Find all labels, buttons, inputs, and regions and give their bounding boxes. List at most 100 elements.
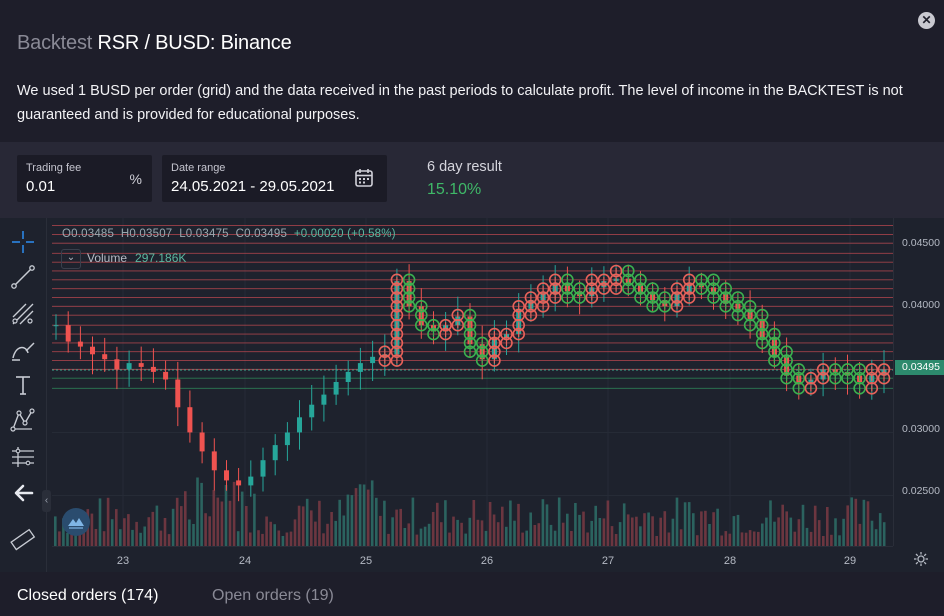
order-marker-64-18 bbox=[828, 371, 842, 385]
volume-bar-200 bbox=[866, 501, 870, 546]
volume-bar-139 bbox=[618, 522, 622, 546]
order-marker-62-19 bbox=[804, 382, 818, 395]
volume-bar-68 bbox=[330, 512, 333, 546]
volume-bar-143 bbox=[635, 516, 638, 546]
order-marker-28-12 bbox=[390, 318, 404, 332]
brush-tool[interactable] bbox=[8, 335, 38, 365]
volume-bar-153 bbox=[675, 497, 679, 546]
crosshair-tool[interactable] bbox=[8, 227, 38, 257]
close-icon[interactable]: ✕ bbox=[918, 12, 935, 29]
trading-fee-field[interactable]: Trading fee 0.01 % bbox=[17, 155, 152, 202]
order-marker-42-7 bbox=[561, 273, 574, 287]
volume-bar-95 bbox=[440, 522, 443, 546]
time-tick-1: 24 bbox=[238, 555, 252, 567]
trading-fee-value[interactable]: 0.01 bbox=[26, 178, 56, 195]
candle-body-22 bbox=[321, 394, 327, 405]
volume-bar-20 bbox=[135, 521, 138, 546]
volume-bar-166 bbox=[728, 533, 732, 546]
forecast-icon bbox=[12, 447, 34, 467]
text-tool[interactable] bbox=[8, 370, 38, 400]
order-marker-38-10 bbox=[512, 300, 526, 313]
order-marker-29-10 bbox=[402, 300, 416, 313]
order-marker-56-9 bbox=[731, 291, 745, 304]
order-marker-60-17 bbox=[780, 363, 793, 376]
volume-bar-80 bbox=[379, 515, 382, 546]
volume-bar-9 bbox=[90, 513, 94, 546]
percent-suffix: % bbox=[129, 171, 142, 187]
toolbar-collapse-button[interactable]: ‹ bbox=[42, 490, 51, 512]
order-marker-59-14 bbox=[768, 336, 781, 350]
order-marker-51-10 bbox=[670, 300, 684, 313]
volume-bar-119 bbox=[537, 523, 541, 546]
volume-bar-147 bbox=[651, 516, 654, 546]
order-marker-64-17 bbox=[828, 363, 842, 376]
ruler-icon bbox=[10, 528, 36, 551]
time-tick-2: 25 bbox=[359, 555, 373, 567]
order-marker-47-6 bbox=[621, 264, 635, 278]
order-marker-36-15 bbox=[488, 345, 501, 358]
ruler-tool[interactable] bbox=[8, 525, 38, 555]
volume-bar-149 bbox=[659, 517, 662, 546]
result-label: 6 day result bbox=[427, 159, 502, 175]
volume-bar-140 bbox=[622, 503, 626, 546]
ohlc-change: +0.00020 (+0.58%) bbox=[293, 228, 396, 240]
volume-bar-123 bbox=[553, 530, 557, 546]
volume-bar-84 bbox=[395, 509, 398, 546]
chevron-down-icon[interactable]: ⌄ bbox=[61, 249, 81, 269]
time-tick-3: 26 bbox=[480, 555, 494, 567]
volume-bar-57 bbox=[285, 532, 289, 546]
volume-bar-141 bbox=[626, 514, 630, 546]
measure-tool[interactable] bbox=[8, 442, 38, 472]
price-chart[interactable] bbox=[52, 218, 893, 546]
volume-bar-158 bbox=[696, 535, 699, 546]
volume-bar-105 bbox=[480, 520, 484, 546]
date-range-value[interactable]: 24.05.2021 - 29.05.2021 bbox=[171, 178, 335, 195]
back-tool[interactable] bbox=[8, 478, 38, 508]
trend-line-tool[interactable] bbox=[8, 262, 38, 292]
volume-bar-131 bbox=[586, 532, 589, 546]
volume-bar-127 bbox=[570, 531, 573, 546]
chart-area[interactable]: ‹ O0.03485 H0.03507 L0.03475 C0.03495 +0… bbox=[0, 218, 944, 572]
tab-closed-orders[interactable]: Closed orders (174) bbox=[17, 587, 159, 604]
volume-bar-37 bbox=[204, 513, 207, 546]
order-marker-60-18 bbox=[780, 371, 793, 385]
volume-bar-201 bbox=[870, 520, 874, 546]
volume-bar-72 bbox=[346, 494, 350, 546]
volume-bar-90 bbox=[419, 528, 423, 546]
fib-tool[interactable] bbox=[8, 299, 38, 329]
order-marker-33-12 bbox=[451, 318, 465, 332]
volume-bar-187 bbox=[813, 505, 817, 546]
volume-bar-43 bbox=[228, 500, 232, 546]
order-marker-52-9 bbox=[682, 291, 696, 304]
order-marker-68-17 bbox=[877, 363, 891, 376]
order-marker-38-13 bbox=[512, 327, 526, 341]
volume-bar-133 bbox=[594, 505, 597, 546]
volume-bar-170 bbox=[744, 532, 748, 546]
order-marker-57-12 bbox=[743, 318, 757, 332]
candle-body-11 bbox=[187, 407, 193, 433]
price-tick-2: 0.03000 bbox=[902, 423, 940, 435]
volume-bar-79 bbox=[375, 497, 378, 546]
volume-bar-112 bbox=[509, 500, 512, 546]
order-marker-42-8 bbox=[561, 282, 574, 295]
pattern-tool[interactable] bbox=[8, 405, 38, 435]
order-marker-67-19 bbox=[865, 382, 879, 395]
volume-bar-193 bbox=[838, 535, 841, 546]
tab-open-orders[interactable]: Open orders (19) bbox=[212, 587, 334, 604]
calendar-icon[interactable] bbox=[355, 168, 373, 187]
volume-bar-16 bbox=[119, 529, 122, 546]
order-marker-55-9 bbox=[719, 291, 733, 304]
volume-bar-189 bbox=[822, 536, 825, 546]
date-range-field[interactable]: Date range 24.05.2021 - 29.05.2021 bbox=[162, 155, 387, 202]
order-marker-28-9 bbox=[390, 291, 404, 304]
volume-bar-83 bbox=[391, 517, 394, 546]
volume-bar-41 bbox=[220, 501, 224, 546]
order-marker-61-18 bbox=[792, 371, 806, 385]
gear-icon[interactable] bbox=[913, 551, 929, 567]
volume-bar-39 bbox=[212, 490, 216, 546]
volume-bar-100 bbox=[460, 522, 463, 546]
order-marker-46-8 bbox=[609, 282, 623, 295]
order-marker-34-14 bbox=[463, 336, 477, 350]
order-marker-58-14 bbox=[755, 336, 769, 350]
order-marker-68-18 bbox=[877, 371, 891, 385]
